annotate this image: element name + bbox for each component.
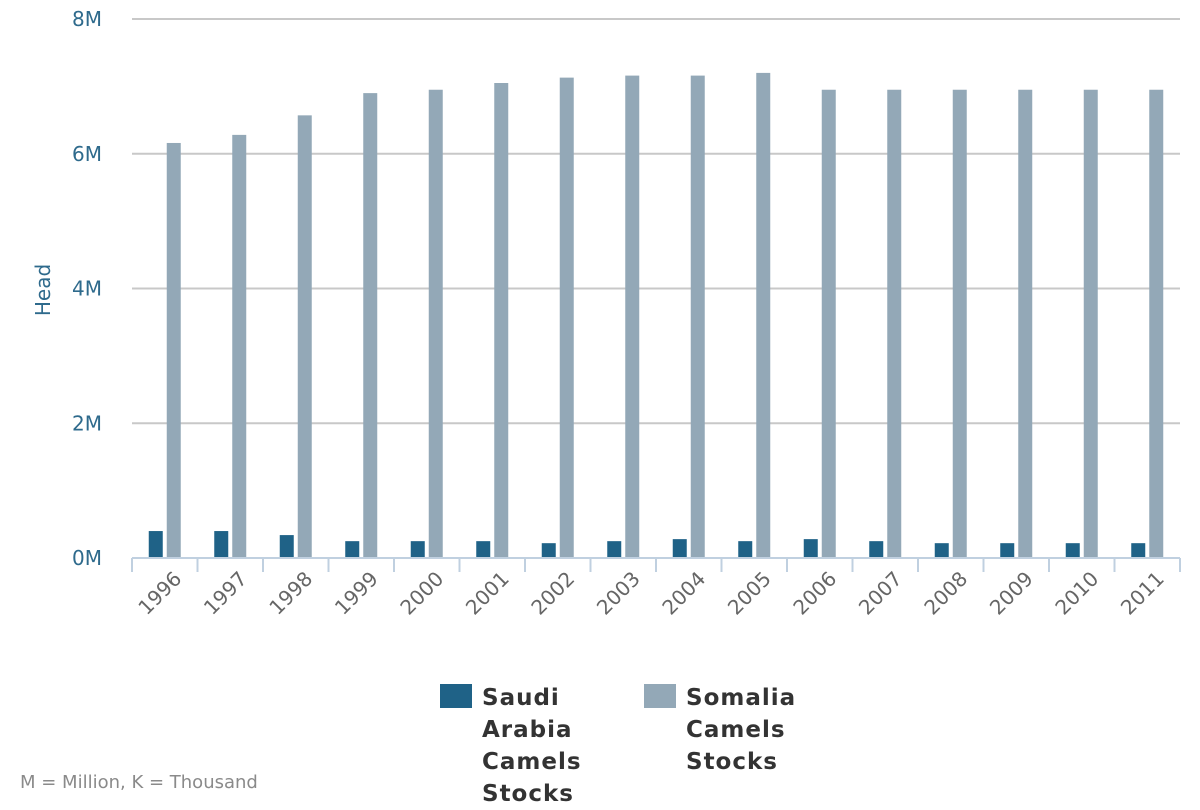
y-tick-label: 2M <box>72 411 102 435</box>
bar-saudi-arabia-1998[interactable] <box>279 535 294 558</box>
bar-somalia-2008[interactable] <box>952 89 967 559</box>
x-tick-label: 1999 <box>330 567 383 620</box>
legend-swatch-saudi-arabia <box>440 684 472 708</box>
bar-saudi-arabia-2001[interactable] <box>476 541 491 558</box>
bar-saudi-arabia-2000[interactable] <box>410 541 425 558</box>
y-tick-label: 6M <box>72 142 102 166</box>
bar-saudi-arabia-2004[interactable] <box>672 539 687 558</box>
bar-somalia-2010[interactable] <box>1083 89 1098 559</box>
x-axis: 1996 1997 1998 1999 2000 2001 2002 2003 2004 2005… <box>131 557 1181 620</box>
bar-somalia-2005[interactable] <box>756 72 771 559</box>
bar-somalia-2004[interactable] <box>690 75 705 558</box>
x-tick-label: 2009 <box>985 567 1038 620</box>
legend-label-saudi-arabia: Saudi Arabia Camels Stocks <box>482 685 582 807</box>
x-tick-label: 1997 <box>199 567 252 620</box>
bar-somalia-2007[interactable] <box>887 89 902 559</box>
bar-saudi-arabia-2002[interactable] <box>541 543 556 558</box>
y-tick-label: 8M <box>72 7 102 31</box>
y-tick-label: 0M <box>72 546 102 570</box>
bar-somalia-2011[interactable] <box>1149 89 1164 559</box>
bar-saudi-arabia-2005[interactable] <box>738 541 753 558</box>
x-tick-label: 2006 <box>788 567 841 620</box>
x-tick-label: 2002 <box>526 567 579 620</box>
bar-saudi-arabia-2010[interactable] <box>1065 543 1080 558</box>
bar-saudi-arabia-2008[interactable] <box>934 543 949 558</box>
legend-swatch-somalia <box>644 684 676 708</box>
y-tick-label: 4M <box>72 277 102 301</box>
legend: Saudi Arabia Camels Stocks Somalia Camel… <box>440 682 836 810</box>
x-tick-label: 1996 <box>133 567 186 620</box>
bar-chart: 0M 2M 4M 6M 8M Head 1996 1997 1998 1999 2000 2001… <box>31 7 1181 620</box>
bar-saudi-arabia-2007[interactable] <box>869 541 884 558</box>
x-tick-label: 2003 <box>592 567 645 620</box>
bar-saudi-arabia-1999[interactable] <box>345 541 360 558</box>
bar-somalia-1998[interactable] <box>297 115 312 558</box>
x-tick-label: 2008 <box>919 567 972 620</box>
bar-somalia-2009[interactable] <box>1018 89 1033 559</box>
x-tick-label: 2011 <box>1116 567 1169 620</box>
footnote: M = Million, K = Thousand <box>20 772 258 793</box>
bar-somalia-2002[interactable] <box>559 77 574 559</box>
legend-label-somalia: Somalia Camels Stocks <box>686 685 797 775</box>
legend-item-saudi-arabia[interactable]: Saudi Arabia Camels Stocks <box>440 682 632 810</box>
bar-somalia-2006[interactable] <box>821 89 836 559</box>
y-axis-label: Head <box>31 264 55 316</box>
bar-saudi-arabia-1996[interactable] <box>148 531 163 558</box>
bar-saudi-arabia-2006[interactable] <box>803 539 818 558</box>
y-axis-ticks: 0M 2M 4M 6M 8M <box>72 7 102 570</box>
bar-saudi-arabia-2009[interactable] <box>1000 543 1015 558</box>
bar-somalia-2001[interactable] <box>494 83 509 558</box>
bar-somalia-1999[interactable] <box>363 93 378 559</box>
bar-somalia-1997[interactable] <box>232 134 247 558</box>
bar-somalia-2003[interactable] <box>625 75 640 558</box>
x-tick-label: 2007 <box>854 567 907 620</box>
bar-saudi-arabia-1997[interactable] <box>214 531 229 558</box>
bar-saudi-arabia-2011[interactable] <box>1131 543 1146 558</box>
bar-saudi-arabia-2003[interactable] <box>607 541 622 558</box>
x-tick-label: 1998 <box>264 567 317 620</box>
legend-item-somalia[interactable]: Somalia Camels Stocks <box>644 682 836 810</box>
x-tick-label: 2000 <box>395 567 448 620</box>
x-tick-label: 2010 <box>1050 567 1103 620</box>
bar-somalia-2000[interactable] <box>428 89 443 559</box>
x-tick-label: 2004 <box>657 567 710 620</box>
bars <box>148 72 1164 559</box>
x-tick-label: 2001 <box>461 567 514 620</box>
x-tick-label: 2005 <box>723 567 776 620</box>
bar-somalia-1996[interactable] <box>166 142 181 558</box>
